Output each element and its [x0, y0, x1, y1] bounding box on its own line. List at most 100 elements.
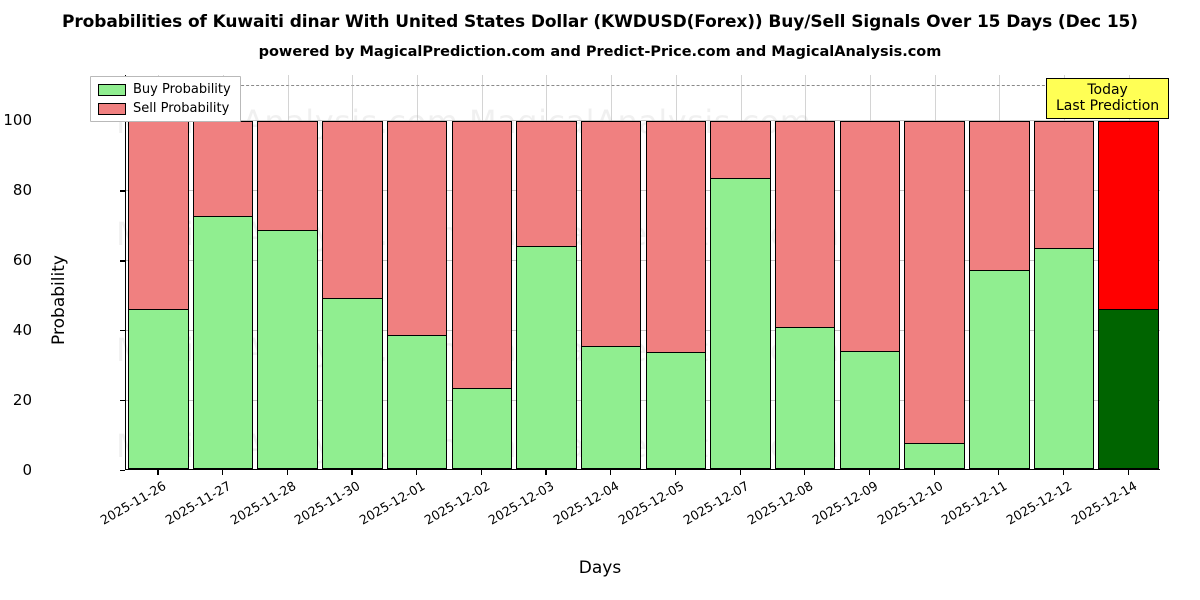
- legend-label-sell: Sell Probability: [133, 101, 230, 116]
- gridline: [126, 120, 1160, 122]
- bar-stack[interactable]: [516, 119, 577, 469]
- x-tick-label: 2025-11-30: [292, 478, 363, 528]
- bar-segment-buy[interactable]: [128, 308, 189, 469]
- x-tick-mark: [416, 470, 418, 475]
- y-axis-label: Probability: [48, 255, 69, 345]
- bar-segment-sell[interactable]: [386, 120, 448, 337]
- bar-segment-sell[interactable]: [128, 120, 189, 311]
- chart-title: Probabilities of Kuwaiti dinar With Unit…: [62, 12, 1138, 32]
- y-tick-label: 100: [3, 111, 32, 130]
- legend-item-buy: Buy Probability: [98, 82, 231, 97]
- bar-series: [126, 75, 1160, 469]
- y-tick-mark: [120, 190, 125, 192]
- bar-stack[interactable]: [904, 119, 965, 469]
- bar-segment-sell[interactable]: [645, 120, 707, 354]
- x-axis-label: Days: [578, 558, 622, 578]
- bar-segment-buy[interactable]: [774, 327, 836, 469]
- x-tick-label: 2025-12-05: [615, 478, 687, 528]
- y-tick-label: 40: [12, 321, 32, 340]
- x-tick-label: 2025-12-09: [809, 478, 881, 528]
- bar-stack[interactable]: [128, 119, 189, 469]
- x-tick-mark: [222, 470, 224, 475]
- x-tick-mark: [545, 470, 547, 475]
- bar-stack[interactable]: [451, 119, 512, 469]
- bar-segment-buy[interactable]: [451, 387, 512, 469]
- bar-segment-sell[interactable]: [1098, 120, 1159, 311]
- y-tick-mark: [120, 400, 125, 402]
- plot-area: MagicalAnalysis.com MagicalAnalysis.comM…: [116, 75, 1160, 470]
- bar-segment-buy[interactable]: [969, 270, 1030, 469]
- bar-segment-sell[interactable]: [451, 120, 512, 389]
- bar-stack[interactable]: [1033, 119, 1095, 469]
- bar-segment-sell[interactable]: [904, 120, 965, 445]
- bar-segment-buy[interactable]: [1098, 308, 1159, 469]
- bar-stack[interactable]: [580, 119, 642, 469]
- x-tick-label: 2025-11-26: [97, 478, 169, 528]
- bar-segment-buy[interactable]: [192, 215, 254, 469]
- x-tick-mark: [351, 470, 353, 475]
- x-tick-mark: [868, 470, 871, 475]
- today-annotation-line2: Last Prediction: [1056, 98, 1160, 115]
- bar-stack[interactable]: [839, 119, 901, 469]
- bar-segment-buy[interactable]: [645, 352, 707, 469]
- x-tick-label: 2025-12-08: [744, 478, 816, 528]
- y-tick-label: 60: [12, 251, 32, 270]
- x-tick-mark: [157, 470, 159, 475]
- bar-stack[interactable]: [774, 119, 836, 469]
- bar-segment-sell[interactable]: [322, 120, 383, 300]
- bar-segment-buy[interactable]: [257, 229, 318, 469]
- y-tick-label: 80: [12, 181, 32, 200]
- x-tick-label: 2025-11-28: [227, 478, 299, 528]
- x-tick-mark: [286, 470, 288, 475]
- x-tick-label: 2025-12-10: [874, 478, 946, 528]
- bar-stack[interactable]: [192, 119, 254, 469]
- legend-item-sell: Sell Probability: [98, 101, 231, 116]
- bar-segment-buy[interactable]: [516, 245, 577, 469]
- bar-segment-sell[interactable]: [516, 120, 577, 247]
- y-tick-mark: [120, 470, 125, 472]
- x-tick-label: 2025-11-27: [162, 478, 234, 528]
- bar-stack[interactable]: [1098, 119, 1159, 469]
- x-tick-mark: [610, 470, 612, 475]
- bar-segment-buy[interactable]: [710, 178, 771, 469]
- bar-segment-buy[interactable]: [839, 351, 901, 469]
- x-tick-label: 2025-12-03: [486, 478, 557, 528]
- chart-subtitle: powered by MagicalPrediction.com and Pre…: [258, 44, 942, 60]
- x-tick-mark: [674, 470, 677, 475]
- today-annotation-line1: Today: [1087, 82, 1128, 98]
- x-tick-mark: [739, 470, 741, 475]
- bar-segment-buy[interactable]: [580, 345, 642, 469]
- x-tick-mark: [933, 470, 935, 475]
- bar-stack[interactable]: [645, 119, 707, 469]
- x-tick-label: 2025-12-14: [1068, 478, 1140, 528]
- gridline: [126, 330, 1160, 332]
- bar-stack[interactable]: [710, 119, 771, 469]
- y-tick-label: 20: [12, 391, 32, 410]
- bar-segment-sell[interactable]: [192, 120, 254, 218]
- bar-stack[interactable]: [386, 119, 448, 469]
- x-tick-mark: [804, 470, 806, 475]
- bar-stack[interactable]: [322, 119, 383, 469]
- today-annotation: Today Last Prediction: [1046, 78, 1170, 120]
- bar-stack[interactable]: [969, 119, 1030, 469]
- bar-stack[interactable]: [257, 119, 318, 469]
- bar-segment-sell[interactable]: [580, 120, 642, 348]
- bar-segment-buy[interactable]: [322, 298, 383, 469]
- bar-segment-sell[interactable]: [257, 120, 318, 231]
- bar-segment-sell[interactable]: [1033, 120, 1095, 250]
- legend: Buy Probability Sell Probability: [90, 76, 241, 122]
- bar-segment-sell[interactable]: [774, 120, 836, 329]
- bar-segment-buy[interactable]: [386, 335, 448, 469]
- bar-segment-sell[interactable]: [710, 120, 771, 180]
- bar-segment-buy[interactable]: [1033, 248, 1095, 469]
- x-tick-label: 2025-12-01: [356, 478, 428, 528]
- x-tick-label: 2025-12-11: [938, 478, 1010, 528]
- y-tick-mark: [120, 330, 125, 332]
- bar-segment-buy[interactable]: [904, 442, 965, 469]
- bar-segment-sell[interactable]: [969, 120, 1030, 272]
- x-tick-label: 2025-12-12: [1003, 478, 1075, 528]
- bar-segment-sell[interactable]: [839, 120, 901, 353]
- gridline: [126, 260, 1160, 262]
- x-tick-label: 2025-12-02: [421, 478, 493, 528]
- legend-swatch-sell: [98, 102, 126, 115]
